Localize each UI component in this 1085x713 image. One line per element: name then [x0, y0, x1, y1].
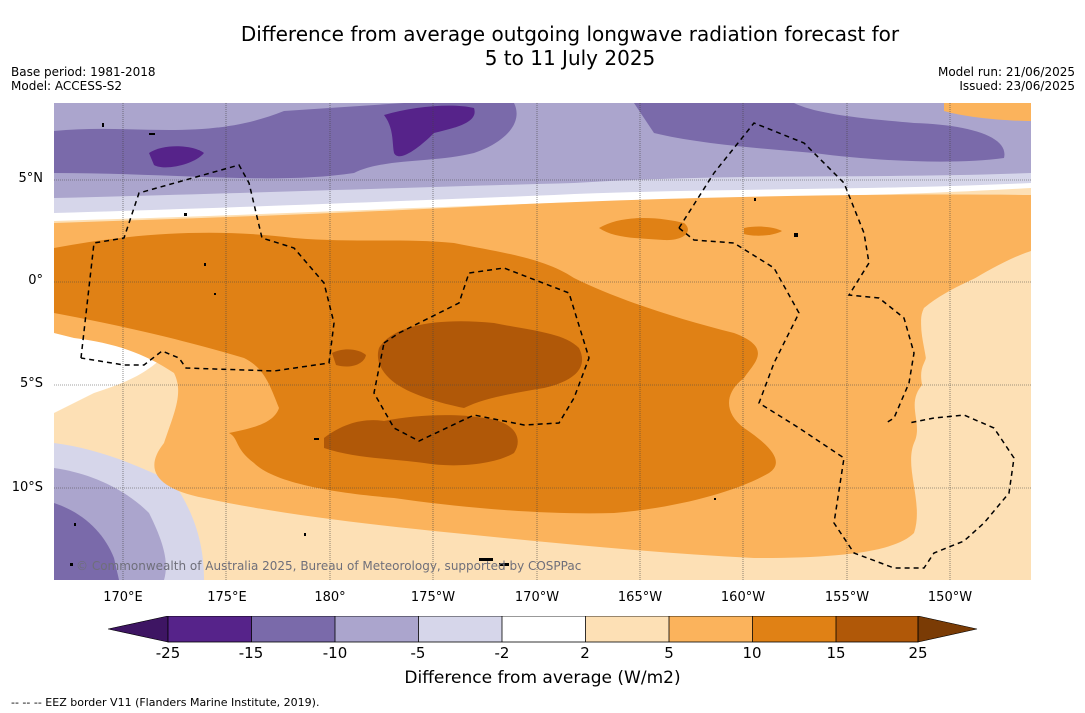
cbar-tick-15: 15 — [826, 644, 846, 662]
title-line-2: 5 to 11 July 2025 — [484, 46, 656, 70]
colorbar-swatch-9 — [836, 616, 918, 642]
lat-label-5n: 5°N — [18, 171, 44, 186]
meta-right: Model run: 21/06/2025 Issued: 23/06/2025 — [938, 65, 1075, 93]
colorbar-swatch-3 — [335, 616, 419, 642]
colorbar-dividers — [251, 616, 837, 642]
lon-label-170e: 170°E — [103, 590, 143, 605]
title-line-1: Difference from average outgoing longwav… — [240, 22, 900, 46]
lat-label-0: 0° — [28, 273, 43, 288]
issued-text: Issued: 23/06/2025 — [959, 79, 1075, 93]
cbar-tick-25: 25 — [908, 644, 928, 662]
cbar-tick-2: 2 — [580, 644, 590, 662]
colorbar — [107, 615, 978, 648]
cbar-tick-neg15: -15 — [238, 644, 264, 662]
colorbar-swatch-1 — [168, 616, 252, 642]
zone-pos15-25-center — [377, 321, 583, 408]
cbar-tick-neg5: -5 — [410, 644, 426, 662]
zone-neg15-25-b — [149, 146, 204, 168]
zone-pos5-10-ne — [944, 103, 1031, 121]
zone-neg10-15-east — [634, 103, 1005, 162]
colorbar-swatch-4 — [418, 616, 502, 642]
chart-title: Difference from average outgoing longwav… — [0, 22, 1085, 70]
cbar-tick-10: 10 — [742, 644, 762, 662]
colorbar-swatch-6 — [585, 616, 669, 642]
zone-pos10-15-patch — [599, 218, 688, 241]
lon-label-170w: 170°W — [514, 590, 560, 605]
eez-legend: -- -- -- EEZ border V11 (Flanders Marine… — [11, 696, 320, 709]
cbar-tick-neg10: -10 — [322, 644, 348, 662]
zone-neg15-25-a — [384, 105, 475, 157]
lon-label-155w: 155°W — [824, 590, 870, 605]
zone-neg10-15-sw — [54, 503, 119, 580]
model-run-text: Model run: 21/06/2025 — [937, 65, 1075, 79]
zone-pos2-5-se — [914, 251, 1031, 580]
colorbar-graphic — [107, 615, 978, 643]
colorbar-swatch-8 — [752, 616, 836, 642]
lon-label-165w: 165°W — [617, 590, 663, 605]
lon-label-150w: 150°W — [927, 590, 973, 605]
colorbar-extend-min — [107, 615, 169, 643]
cbar-tick-5: 5 — [664, 644, 674, 662]
lon-label-175e: 175°E — [207, 590, 247, 605]
base-period-text: Base period: 1981-2018 — [11, 65, 156, 79]
zone-pos10-15-patch-2 — [744, 226, 782, 236]
zone-pos15-25-small — [332, 349, 366, 367]
colorbar-swatch-2 — [251, 616, 335, 642]
map-canvas — [54, 103, 1031, 580]
colorbar-extend-max — [917, 615, 978, 643]
lon-label-175w: 175°W — [410, 590, 456, 605]
model-text: Model: ACCESS-S2 — [11, 79, 123, 93]
islands — [70, 123, 798, 566]
copyright-text: © Commonwealth of Australia 2025, Bureau… — [76, 559, 582, 573]
colorbar-swatch-5 — [502, 616, 586, 642]
forecast-map — [54, 103, 1031, 580]
meta-left: Base period: 1981-2018 Model: ACCESS-S2 — [11, 65, 156, 93]
eez-borders — [80, 122, 1015, 569]
lon-label-160w: 160°W — [720, 590, 766, 605]
cbar-tick-neg25: -25 — [155, 644, 181, 662]
lat-label-10s: 10°S — [11, 480, 43, 495]
colorbar-frame — [167, 615, 919, 643]
lat-label-5s: 5°S — [19, 376, 43, 391]
cbar-tick-neg2: -2 — [494, 644, 510, 662]
graticule — [54, 103, 1031, 580]
colorbar-swatch-7 — [669, 616, 753, 642]
lon-label-180: 180° — [314, 590, 346, 605]
colorbar-label: Difference from average (W/m2) — [404, 668, 681, 688]
